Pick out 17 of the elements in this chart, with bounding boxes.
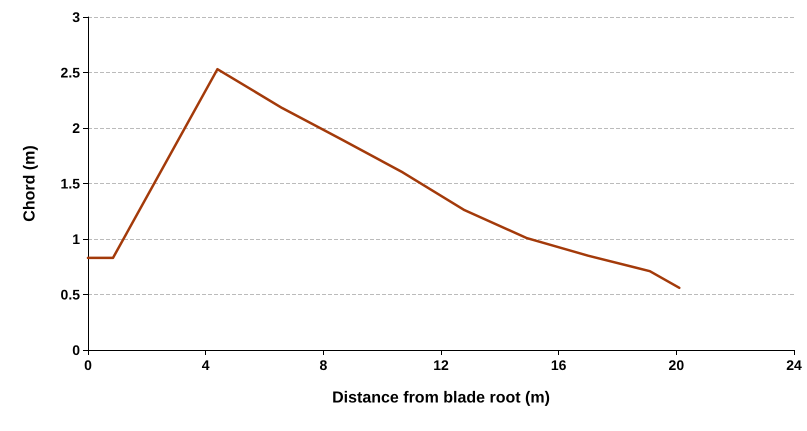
x-axis-title: Distance from blade root (m) — [332, 390, 550, 406]
x-tick-label: 0 — [84, 357, 92, 373]
x-tick-label: 8 — [319, 357, 328, 373]
x-tick-label: 12 — [433, 357, 449, 373]
x-tick-label: 4 — [202, 357, 210, 373]
x-tick-label: 24 — [786, 357, 802, 373]
x-tick-label: 16 — [550, 357, 567, 373]
y-tick-label: 1 — [72, 231, 80, 247]
y-axis-title: Chord (m) — [22, 145, 38, 222]
y-tick-label: 0 — [72, 342, 80, 358]
line-series — [86, 68, 681, 290]
y-tick-label: 2.5 — [60, 64, 80, 80]
x-tick-label: 20 — [668, 357, 684, 373]
y-tick-label: 1.5 — [60, 176, 80, 192]
y-tick-label: 3 — [72, 9, 80, 25]
y-tick-label: 2 — [72, 120, 80, 136]
y-tick-label: 0.5 — [60, 286, 80, 302]
